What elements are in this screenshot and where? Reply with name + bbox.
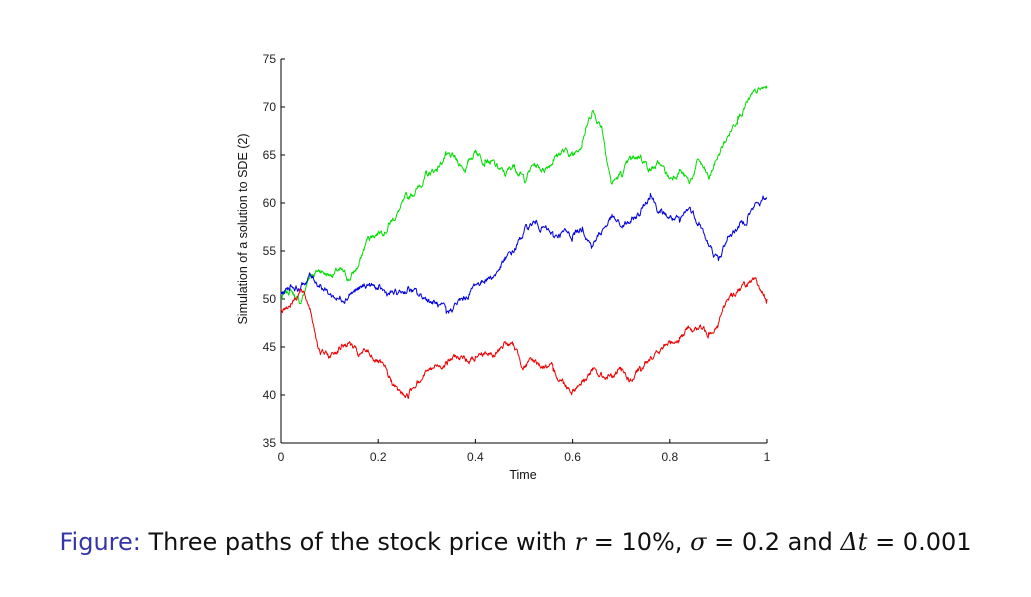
caption-dt-value: = 0.001 xyxy=(875,528,972,556)
line-chart: 35 40 45 50 55 60 65 70 75 0 0.2 0.4 0.6 0.8 1 Time Si… xyxy=(236,52,771,482)
x-axis-title: Time xyxy=(509,468,536,482)
x-tick-label: 0 xyxy=(278,450,285,464)
y-tick-label: 40 xyxy=(263,388,277,402)
x-tick-label: 1 xyxy=(764,450,771,464)
caption-prefix: Figure: xyxy=(59,528,141,556)
y-tick-label: 35 xyxy=(263,436,277,450)
series-group xyxy=(280,85,768,400)
path-red-line xyxy=(280,277,768,400)
y-tick-label: 60 xyxy=(263,196,277,210)
y-tick-label: 70 xyxy=(263,100,277,114)
path-blue-line xyxy=(280,192,768,314)
y-tick-label: 45 xyxy=(263,340,277,354)
x-tick-label: 0.8 xyxy=(661,450,678,464)
y-tick-label: 65 xyxy=(263,148,277,162)
caption-sigma-symbol: σ xyxy=(690,528,707,556)
x-tick-label: 0.2 xyxy=(370,450,387,464)
tick-labels: 35 40 45 50 55 60 65 70 75 0 0.2 0.4 0.6 0.8 1 xyxy=(263,52,771,464)
caption-sigma-value: = 0.2 and xyxy=(714,528,833,556)
caption-r-symbol: r xyxy=(574,528,587,556)
path-green-line xyxy=(280,85,768,305)
figure-caption: Figure: Three paths of the stock price w… xyxy=(0,528,1031,556)
y-axis-title: Simulation of a solution to SDE (2) xyxy=(236,133,250,324)
axes xyxy=(280,58,768,444)
y-tick-label: 50 xyxy=(263,292,277,306)
y-tick-label: 55 xyxy=(263,244,277,258)
x-tick-label: 0.6 xyxy=(564,450,581,464)
caption-text: Three paths of the stock price with xyxy=(148,528,567,556)
caption-r-value: = 10%, xyxy=(593,528,683,556)
y-tick-label: 75 xyxy=(263,52,277,66)
x-tick-label: 0.4 xyxy=(467,450,484,464)
caption-dt-symbol: Δt xyxy=(840,528,868,556)
